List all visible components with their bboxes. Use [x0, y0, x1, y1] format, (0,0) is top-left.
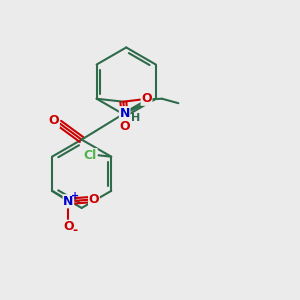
Text: Cl: Cl [84, 149, 97, 162]
Text: H: H [131, 113, 141, 123]
Text: N: N [119, 107, 130, 120]
Text: O: O [141, 92, 152, 105]
Text: O: O [119, 120, 130, 133]
Text: N: N [63, 195, 74, 208]
Text: O: O [49, 114, 59, 128]
Text: -: - [72, 224, 77, 237]
Text: +: + [71, 191, 79, 201]
Text: O: O [63, 220, 74, 233]
Text: O: O [88, 193, 99, 206]
